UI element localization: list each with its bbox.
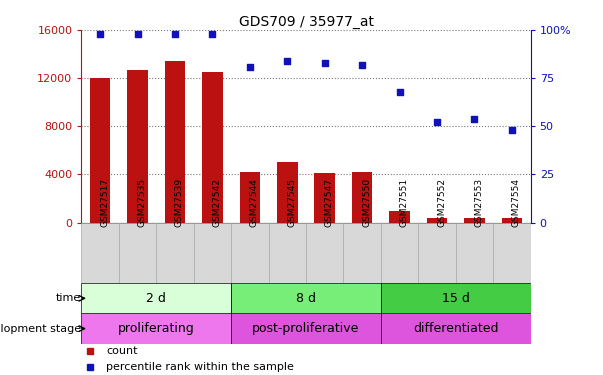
Bar xyxy=(194,223,231,283)
Bar xyxy=(231,283,381,314)
Text: 15 d: 15 d xyxy=(442,292,470,305)
Bar xyxy=(427,218,447,223)
Text: GSM27539: GSM27539 xyxy=(175,178,184,228)
Point xyxy=(470,116,479,122)
Bar xyxy=(127,70,148,223)
Bar xyxy=(456,223,493,283)
Text: GSM27552: GSM27552 xyxy=(437,178,446,228)
Bar xyxy=(90,78,110,223)
Text: development stage: development stage xyxy=(0,324,81,334)
Point xyxy=(133,31,142,37)
Bar xyxy=(277,162,298,223)
Bar xyxy=(239,172,260,223)
Bar xyxy=(81,223,119,283)
Text: percentile rank within the sample: percentile rank within the sample xyxy=(106,362,294,372)
Bar xyxy=(493,223,531,283)
Text: GSM27545: GSM27545 xyxy=(287,178,296,228)
Point xyxy=(170,31,180,37)
Bar xyxy=(344,223,381,283)
Point xyxy=(282,58,292,64)
Point xyxy=(245,64,254,70)
Point xyxy=(358,62,367,68)
Text: GSM27553: GSM27553 xyxy=(475,178,484,228)
Bar xyxy=(268,223,306,283)
Bar xyxy=(352,172,373,223)
Point xyxy=(432,120,442,126)
Bar xyxy=(202,72,223,223)
Bar xyxy=(381,223,418,283)
Text: time: time xyxy=(56,293,81,303)
Text: count: count xyxy=(106,346,137,355)
Bar xyxy=(418,223,456,283)
Bar xyxy=(165,61,185,223)
Text: GSM27517: GSM27517 xyxy=(100,178,109,228)
Bar xyxy=(119,223,156,283)
Bar xyxy=(231,223,268,283)
Title: GDS709 / 35977_at: GDS709 / 35977_at xyxy=(239,15,373,29)
Bar xyxy=(156,223,194,283)
Text: 8 d: 8 d xyxy=(296,292,316,305)
Bar xyxy=(502,218,522,223)
Text: GSM27542: GSM27542 xyxy=(212,178,221,228)
Point xyxy=(507,127,517,133)
Bar xyxy=(390,211,410,223)
Point xyxy=(95,31,105,37)
Bar xyxy=(81,314,231,344)
Text: post-proliferative: post-proliferative xyxy=(252,322,360,335)
Bar xyxy=(81,283,231,314)
Text: GSM27554: GSM27554 xyxy=(512,178,521,228)
Text: GSM27544: GSM27544 xyxy=(250,178,259,228)
Text: GSM27550: GSM27550 xyxy=(362,178,371,228)
Point xyxy=(320,60,330,66)
Bar xyxy=(306,223,344,283)
Text: GSM27551: GSM27551 xyxy=(400,178,409,228)
Text: 2 d: 2 d xyxy=(147,292,166,305)
Bar xyxy=(381,283,531,314)
Bar xyxy=(314,173,335,223)
Text: GSM27535: GSM27535 xyxy=(137,178,147,228)
Bar xyxy=(231,314,381,344)
Bar xyxy=(464,218,485,223)
Bar xyxy=(381,314,531,344)
Point xyxy=(207,31,217,37)
Text: proliferating: proliferating xyxy=(118,322,195,335)
Text: GSM27547: GSM27547 xyxy=(325,178,333,228)
Point xyxy=(395,88,405,94)
Text: differentiated: differentiated xyxy=(413,322,499,335)
